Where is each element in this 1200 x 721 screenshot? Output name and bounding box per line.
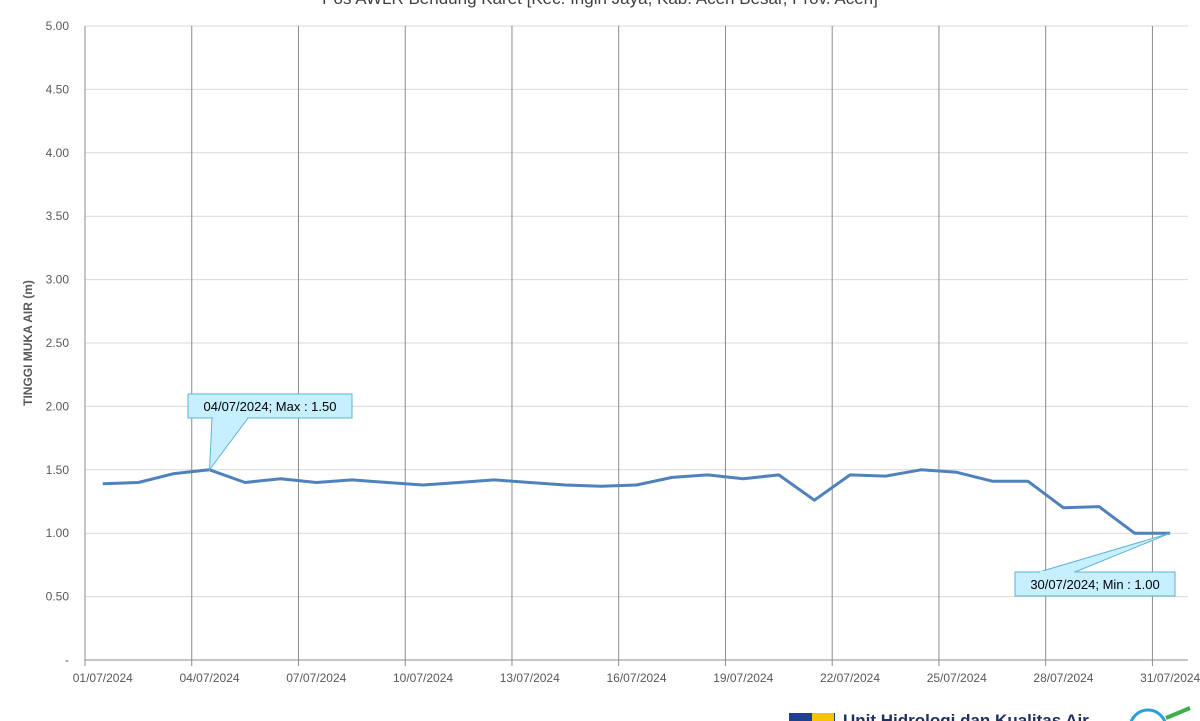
annotation-box <box>187 393 353 419</box>
annotation-text: 30/07/2024; Min : 1.00 <box>1030 577 1159 592</box>
annotation: 30/07/2024; Min : 1.00 <box>1014 532 1176 597</box>
x-tick-label: 04/07/2024 <box>180 671 240 685</box>
x-tick-label: 07/07/2024 <box>286 671 346 685</box>
footer-logo <box>789 706 1191 721</box>
x-tick-label: 10/07/2024 <box>393 671 453 685</box>
annotation: 04/07/2024; Max : 1.50 <box>187 393 353 472</box>
x-tick-label: 31/07/2024 <box>1140 671 1200 685</box>
data-line <box>102 468 1171 535</box>
x-tick-label: 19/07/2024 <box>713 671 773 685</box>
x-tick-label: 25/07/2024 <box>927 671 987 685</box>
y-tick-label: 1.00 <box>46 526 70 540</box>
footer-text: Unit Hidrologi dan Kualitas Air <box>843 711 1089 721</box>
x-tick-label: 13/07/2024 <box>500 671 560 685</box>
y-tick-label: 4.50 <box>46 82 70 96</box>
x-tick-label: 28/07/2024 <box>1033 671 1093 685</box>
y-tick-label: 2.50 <box>46 336 70 350</box>
y-tick-label: - <box>65 653 69 667</box>
x-tick-label: 22/07/2024 <box>820 671 880 685</box>
y-tick-label: 2.00 <box>46 399 70 413</box>
y-tick-label: 1.50 <box>46 463 70 477</box>
y-tick-label: 3.00 <box>46 273 70 287</box>
chart-title: Pos AWLR Bendung Karet [Kec. Ingin Jaya,… <box>322 0 878 8</box>
y-tick-label: 3.50 <box>46 209 70 223</box>
y-axis-label: TINGGI MUKA AIR (m) <box>21 280 35 406</box>
annotation-pointer <box>208 417 249 472</box>
x-tick-label: 16/07/2024 <box>606 671 666 685</box>
x-tick-label: 01/07/2024 <box>73 671 133 685</box>
annotation-box <box>1014 571 1176 597</box>
y-tick-label: 5.00 <box>46 19 70 33</box>
y-tick-label: 0.50 <box>46 590 70 604</box>
annotation-text: 04/07/2024; Max : 1.50 <box>204 399 337 414</box>
y-tick-label: 4.00 <box>46 146 70 160</box>
annotation-pointer <box>1038 532 1171 573</box>
